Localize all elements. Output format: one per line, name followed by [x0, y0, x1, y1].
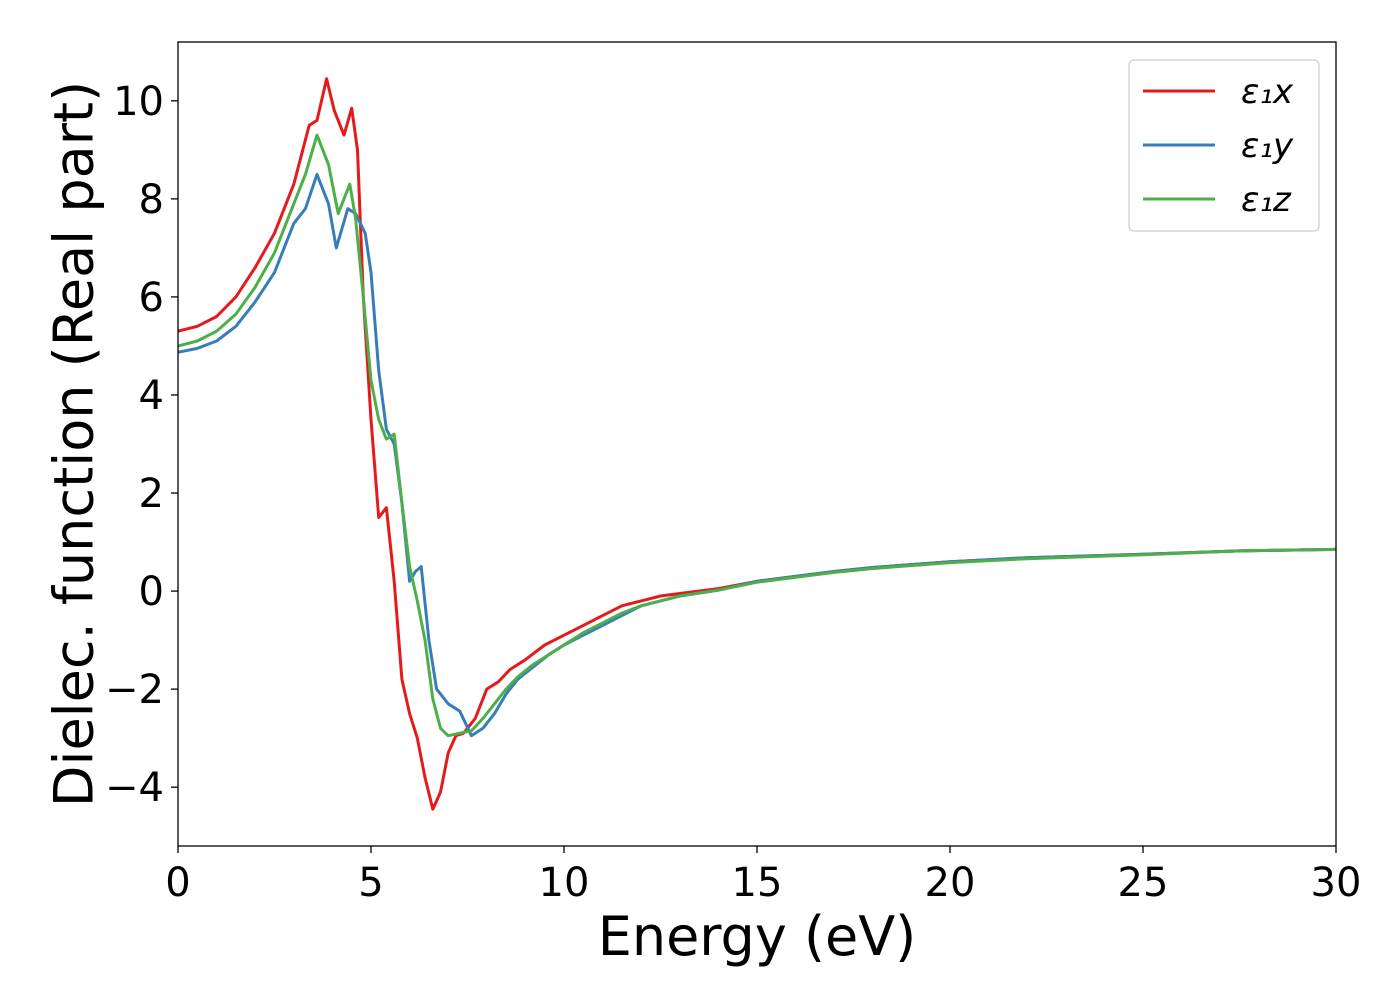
y-tick-label: 6 — [139, 275, 164, 321]
y-tick-label: 8 — [139, 177, 164, 223]
series-layer — [178, 77, 1336, 811]
legend-label-3: ε₁z — [1241, 180, 1292, 220]
x-tick-label: 0 — [165, 860, 190, 906]
y-axis-label: Dielec. function (Real part) — [43, 81, 106, 807]
series-line-2 — [178, 172, 1336, 738]
ticks-layer: 0 5 10 15 20 25 30 −4 −2 0 2 4 6 8 10 — [105, 79, 1361, 906]
x-tick-label: 10 — [539, 860, 590, 906]
y-tick-label: 10 — [113, 79, 164, 125]
y-tick-label: −4 — [105, 765, 164, 811]
y-tick-label: 0 — [139, 569, 164, 615]
x-axis-label: Energy (eV) — [598, 905, 917, 968]
y-tick-label: 4 — [139, 373, 164, 419]
y-tick-label: 2 — [139, 471, 164, 517]
legend: ε₁x ε₁y ε₁z — [1128, 59, 1320, 232]
x-tick-label: 30 — [1311, 860, 1362, 906]
x-tick-label: 15 — [732, 860, 783, 906]
x-tick-label: 20 — [925, 860, 976, 906]
x-tick-label: 5 — [358, 860, 383, 906]
legend-label-2: ε₁y — [1241, 126, 1294, 166]
legend-label-1: ε₁x — [1241, 72, 1294, 112]
series-line-3 — [178, 133, 1336, 738]
legend-box — [1128, 59, 1320, 232]
x-tick-label: 25 — [1118, 860, 1169, 906]
y-tick-label: −2 — [105, 667, 164, 713]
